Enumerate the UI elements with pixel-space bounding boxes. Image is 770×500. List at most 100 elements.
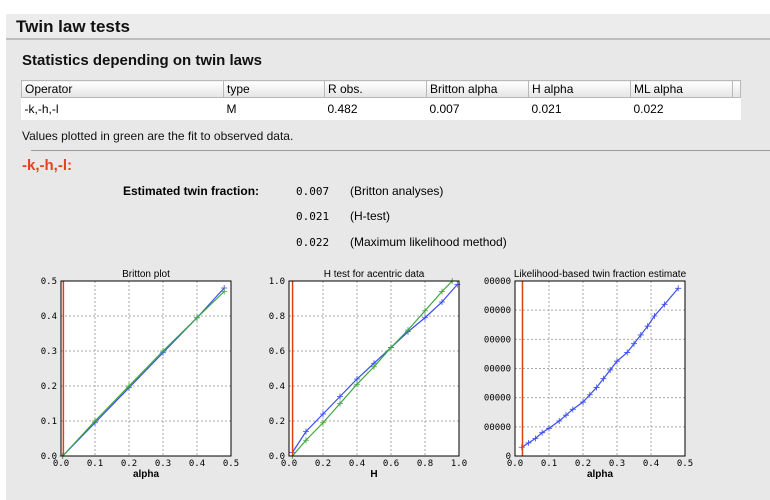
data-point-observed — [644, 323, 651, 330]
y-tick-label: 0 — [506, 452, 511, 462]
chart-title: H test for acentric data — [324, 269, 425, 280]
column-header-extra[interactable] — [732, 80, 741, 98]
data-point-observed — [556, 418, 563, 424]
estimate-h-value: 0.021 — [296, 210, 330, 223]
estimate-h-method: (H-test) — [350, 209, 390, 223]
column-header-h-alpha[interactable]: H alpha — [528, 80, 631, 98]
data-point-observed — [593, 384, 600, 391]
data-point-fit — [405, 327, 411, 333]
data-point-observed — [569, 406, 576, 413]
x-tick-label: 0.2 — [315, 459, 331, 469]
data-point-observed — [675, 285, 682, 292]
data-point-fit — [194, 314, 200, 321]
data-point-fit — [422, 307, 428, 314]
x-tick-label: 0.1 — [541, 459, 557, 469]
x-axis-label: alpha — [133, 469, 160, 480]
data-point-observed — [651, 313, 658, 319]
y-tick-label: 00000 — [484, 423, 511, 433]
data-point-fit — [160, 348, 166, 354]
x-tick-label: 0.8 — [417, 459, 433, 469]
estimate-ml-method: (Maximum likelihood method) — [350, 235, 507, 249]
estimate-britton-method: (Britton analyses) — [350, 184, 444, 198]
x-tick-label: 0.0 — [507, 459, 523, 469]
table-row[interactable]: -k,-h,-l M 0.482 0.007 0.021 0.022 — [22, 98, 741, 121]
cell-r-obs: 0.482 — [327, 102, 358, 116]
column-header-r-obs[interactable]: R obs. — [324, 80, 427, 98]
data-point-observed — [320, 411, 326, 417]
data-point-observed — [614, 358, 620, 365]
cell-ml-alpha: 0.022 — [633, 102, 664, 116]
y-tick-label: 0.0 — [269, 452, 285, 462]
data-point-observed — [586, 391, 593, 398]
data-point-observed — [303, 428, 309, 435]
y-tick-label: 00000 — [484, 394, 511, 404]
data-point-fit — [388, 344, 394, 351]
likelihood-plot: Likelihood-based twin fraction estimate0… — [484, 269, 693, 480]
y-tick-label: 0.4 — [41, 312, 57, 322]
x-tick-label: 0.2 — [575, 459, 591, 469]
x-tick-label: 0.4 — [349, 459, 365, 469]
table-header: Operator type R obs. Britton alpha H alp… — [21, 80, 741, 98]
y-tick-label: 0.2 — [41, 382, 57, 392]
data-point-observed — [637, 331, 644, 338]
x-tick-label: 0.4 — [643, 459, 659, 469]
plot-note: Values plotted in green are the fit to o… — [22, 129, 294, 143]
column-header-ml-alpha[interactable]: ML alpha — [630, 80, 733, 98]
panel-header: Twin law tests — [6, 14, 770, 40]
data-point-observed — [337, 393, 343, 400]
twin-law-table: Operator type R obs. Britton alpha H alp… — [21, 80, 741, 120]
twin-law-operator: -k,-h,-l: — [22, 157, 72, 174]
data-point-observed — [354, 376, 360, 382]
x-tick-label: 0.0 — [53, 459, 69, 469]
plot-frame — [60, 280, 232, 457]
x-tick-label: 0.3 — [609, 459, 625, 469]
data-point-observed — [600, 375, 607, 382]
chart-title: Likelihood-based twin fraction estimate — [514, 269, 687, 280]
y-tick-label: 00000 — [484, 306, 511, 316]
data-point-observed — [631, 340, 637, 347]
x-tick-label: 0.0 — [281, 459, 297, 469]
x-tick-label: 0.1 — [87, 459, 103, 469]
data-point-fit — [354, 381, 360, 388]
chart-title: Britton plot — [122, 269, 170, 280]
series-line-fit — [62, 291, 225, 457]
y-tick-label: 00000 — [484, 365, 511, 375]
column-header-type[interactable]: type — [223, 80, 325, 98]
plot-frame — [288, 280, 460, 457]
x-tick-label: 0.5 — [677, 459, 693, 469]
data-point-fit — [92, 418, 98, 424]
cell-h-alpha: 0.021 — [531, 102, 562, 116]
column-header-operator[interactable]: Operator — [21, 80, 224, 98]
h-test-plot: H test for acentric data 0.0 0.2 0.4 0.6 0.8 1… — [269, 269, 467, 480]
data-point-observed — [539, 429, 546, 436]
x-tick-label: 0.2 — [121, 459, 137, 469]
cell-empty — [733, 98, 741, 121]
data-point-fit — [320, 419, 326, 426]
x-tick-label: 0.5 — [223, 459, 239, 469]
cell-type: M — [226, 102, 237, 116]
x-tick-label: 0.6 — [383, 459, 399, 469]
data-point-fit — [337, 400, 343, 407]
y-tick-label: 0.3 — [41, 347, 57, 357]
data-point-fit — [439, 288, 445, 295]
y-tick-label: 00000 — [484, 277, 511, 287]
y-tick-label: 0.6 — [269, 347, 285, 357]
x-axis-label: alpha — [587, 469, 614, 480]
y-tick-label: 0.5 — [41, 277, 57, 287]
data-point-fit — [371, 363, 377, 370]
data-point-observed — [607, 366, 614, 373]
data-point-fit — [303, 437, 309, 444]
y-tick-label: 0.4 — [269, 382, 285, 392]
panel-title: Twin law tests — [16, 17, 130, 36]
data-point-observed — [422, 314, 428, 321]
estimate-britton-value: 0.007 — [296, 185, 330, 198]
estimate-ml-value: 0.022 — [296, 236, 330, 249]
column-header-britton-alpha[interactable]: Britton alpha — [426, 80, 529, 98]
x-tick-label: 0.3 — [155, 459, 171, 469]
data-point-observed — [439, 299, 445, 305]
estimate-label: Estimated twin fraction: — [123, 184, 260, 198]
y-tick-label: 0.2 — [269, 417, 285, 427]
data-point-observed — [661, 301, 668, 308]
divider — [31, 150, 770, 151]
y-tick-label: 0.1 — [41, 417, 57, 427]
